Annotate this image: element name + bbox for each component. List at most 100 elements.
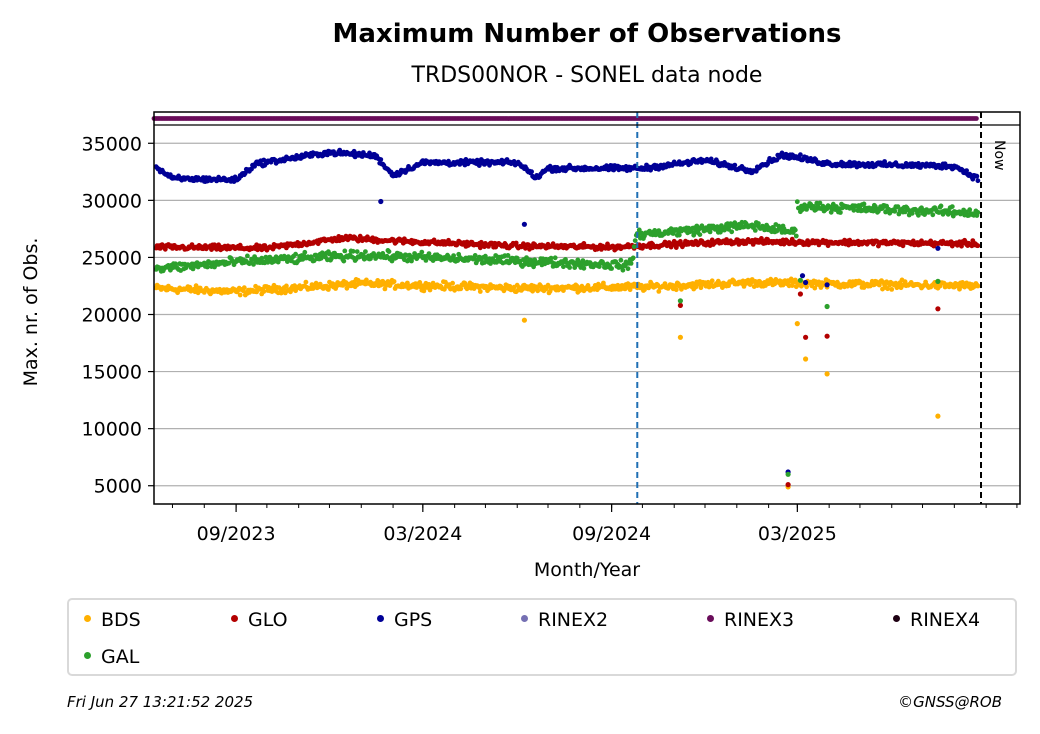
data-point [474, 157, 480, 163]
data-point [609, 266, 614, 271]
y-tick-label: 20000 [82, 305, 142, 327]
data-point [975, 178, 981, 184]
data-point [759, 236, 764, 241]
data-point [756, 221, 761, 226]
x-axis: 09/2023 03/2024 09/2024 03/2025 [171, 504, 1018, 545]
x-tick-label: 03/2024 [383, 523, 462, 545]
y-axis: 5000 10000 15000 20000 25000 30000 35000 [82, 133, 154, 498]
outlier-point [677, 334, 684, 340]
data-point [793, 233, 799, 239]
y-tick-label: 15000 [82, 362, 142, 384]
footer-timestamp: Fri Jun 27 13:21:52 2025 [67, 693, 254, 711]
data-point [302, 249, 308, 255]
data-point [625, 266, 631, 272]
legend-marker-glo [231, 615, 238, 622]
data-point [812, 285, 818, 291]
data-point [798, 152, 803, 158]
data-point [350, 248, 356, 254]
data-points [153, 147, 981, 490]
data-point [729, 229, 735, 235]
outlier-point [378, 198, 384, 205]
outlier-point [935, 245, 941, 251]
y-tick-label: 35000 [82, 133, 142, 155]
data-point [967, 207, 973, 213]
data-point [547, 288, 553, 294]
data-point [378, 157, 384, 162]
data-point [838, 210, 843, 215]
data-point [342, 248, 348, 254]
x-tick-label: 09/2023 [197, 523, 276, 545]
legend-marker-bds [84, 615, 91, 622]
data-point [804, 284, 809, 290]
legend-item-bds: BDS [84, 609, 141, 631]
series-gal [153, 199, 981, 477]
data-point [384, 253, 390, 259]
outlier-point [677, 302, 684, 308]
outlier-point [521, 317, 528, 323]
legend-marker-rinex4 [893, 615, 900, 622]
data-point [817, 200, 823, 206]
data-point [421, 288, 427, 294]
data-point [938, 203, 944, 209]
outlier-point [803, 356, 809, 362]
chart-subtitle: TRDS00NOR - SONEL data node [411, 63, 763, 88]
data-point [975, 243, 981, 249]
data-point [548, 255, 554, 261]
outlier-point [824, 333, 830, 339]
data-point [632, 238, 638, 244]
data-point [237, 292, 243, 298]
data-point [581, 265, 587, 271]
data-point [313, 280, 319, 286]
series-bds [153, 276, 981, 490]
data-point [293, 251, 298, 257]
data-point [754, 283, 760, 288]
outlier-point [824, 303, 830, 310]
plot-frame [153, 111, 1021, 505]
data-point [423, 258, 429, 263]
data-point [303, 279, 309, 285]
outlier-point [677, 298, 684, 304]
data-point [341, 258, 347, 264]
data-point [561, 264, 566, 270]
data-point [627, 287, 633, 293]
data-point [794, 199, 800, 205]
data-point [752, 228, 758, 233]
data-point [974, 173, 980, 179]
data-point [618, 257, 624, 263]
data-point [678, 239, 683, 244]
outlier-point [803, 279, 809, 286]
data-point [572, 265, 578, 270]
x-tick-label: 09/2024 [572, 523, 651, 545]
y-tick-label: 10000 [82, 419, 142, 441]
data-point [417, 280, 423, 285]
data-point [419, 249, 425, 255]
data-point [656, 289, 662, 294]
data-point [885, 286, 890, 292]
outlier-point [824, 282, 830, 288]
legend-marker-gps [377, 615, 384, 622]
chart: Maximum Number of Observations TRDS00NOR… [20, 19, 1021, 581]
data-point [697, 232, 703, 238]
data-point [909, 210, 915, 216]
outlier-point [803, 334, 809, 340]
y-tick-label: 5000 [94, 476, 142, 498]
outlier-point [785, 482, 791, 488]
data-point [950, 213, 956, 219]
data-point [630, 255, 636, 261]
outlier-point [797, 277, 804, 283]
data-point [245, 253, 250, 259]
data-point [910, 238, 916, 244]
x-tick-label: 03/2025 [758, 523, 837, 545]
data-point [892, 208, 898, 214]
x-axis-label: Month/Year [534, 559, 640, 581]
data-point [386, 249, 392, 255]
data-point [949, 204, 955, 210]
outlier-point [799, 273, 806, 279]
legend-item-rinex3: RINEX3 [707, 609, 794, 631]
outlier-point [935, 306, 941, 312]
data-point [889, 287, 895, 292]
data-point [477, 289, 483, 294]
data-point [620, 267, 626, 273]
data-point [975, 283, 981, 289]
outlier-point [797, 291, 804, 297]
